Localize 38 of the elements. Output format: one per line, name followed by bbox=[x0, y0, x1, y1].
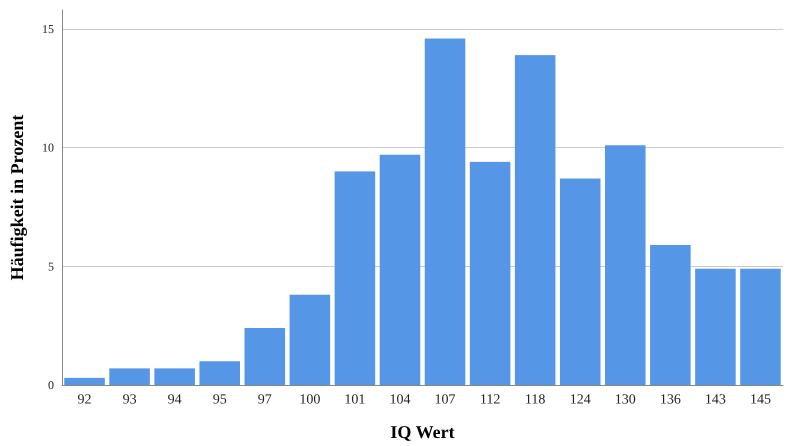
bar bbox=[605, 145, 646, 385]
x-tick-label: 145 bbox=[750, 392, 771, 408]
x-tick-label: 101 bbox=[344, 392, 366, 408]
bar bbox=[470, 162, 510, 385]
bar bbox=[560, 178, 600, 385]
x-tick-label: 104 bbox=[389, 392, 410, 408]
y-tick-label: 15 bbox=[42, 22, 54, 36]
bar bbox=[154, 368, 195, 385]
x-tick-label: 143 bbox=[704, 392, 726, 408]
bar bbox=[424, 38, 466, 385]
bar bbox=[199, 361, 240, 385]
bar bbox=[244, 328, 286, 385]
bar bbox=[650, 244, 691, 385]
x-tick-label: 95 bbox=[212, 392, 227, 408]
bar bbox=[290, 294, 330, 385]
bar bbox=[695, 268, 736, 385]
bar bbox=[380, 154, 420, 385]
x-tick-label: 107 bbox=[434, 392, 456, 408]
y-axis-title: Häufigkeit in Prozent bbox=[7, 114, 27, 280]
y-tick-label: 0 bbox=[48, 378, 54, 392]
x-tick-label: 97 bbox=[258, 392, 272, 408]
x-tick-label: 92 bbox=[78, 392, 92, 408]
bar bbox=[514, 55, 556, 385]
x-tick-label: 112 bbox=[480, 392, 500, 408]
bar bbox=[109, 368, 150, 385]
bar bbox=[740, 268, 781, 385]
x-tick-label: 100 bbox=[299, 392, 320, 408]
x-tick-label: 93 bbox=[122, 392, 137, 408]
x-tick-label: 94 bbox=[168, 392, 182, 408]
x-tick-label: 130 bbox=[614, 392, 636, 408]
y-tick-label: 10 bbox=[42, 140, 54, 155]
x-tick-label: 136 bbox=[660, 392, 681, 408]
x-axis-title: IQ Wert bbox=[390, 422, 455, 442]
x-tick-label: 124 bbox=[570, 392, 591, 408]
y-tick-label: 5 bbox=[48, 259, 54, 274]
bar bbox=[334, 171, 376, 385]
x-tick-label: 118 bbox=[524, 392, 546, 408]
bar bbox=[64, 378, 105, 385]
